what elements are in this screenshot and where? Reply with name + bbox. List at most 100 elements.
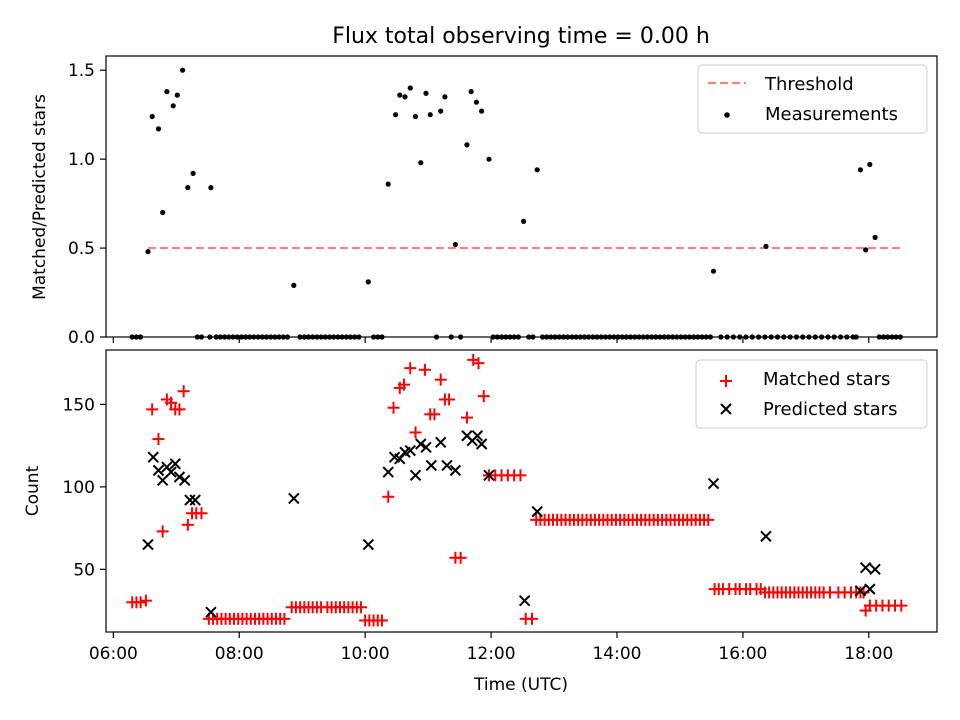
matched-star-point [409,426,422,439]
matched-star-point [397,378,410,391]
measurement-point [365,279,371,285]
matched-star-point [177,385,190,398]
measurement-point [534,167,540,173]
predicted-star-point [518,594,531,607]
x-axis-label: Time (UTC) [473,675,568,695]
matched-star-point [278,612,291,625]
matched-star-point [146,403,159,416]
predicted-star-x-b [475,438,488,450]
predicted-star-x-b [864,583,876,595]
measurement-point [438,108,444,114]
predicted-stars-legend-label: Predicted stars [763,399,897,420]
measurement-point [867,161,873,168]
x-tick-label: 16:00 [718,644,767,664]
predicted-star-x-b [165,466,177,478]
predicted-star-point [475,438,488,450]
measurements-legend-label: Measurements [765,104,898,125]
predicted-star-point [483,469,495,482]
predicted-star-x-b [184,494,196,506]
matched-star-point [443,393,456,406]
predicted-star-point [147,451,159,463]
matched-star-point [472,357,485,370]
predicted-star-x-b [471,430,484,442]
measurement-point [160,209,166,216]
predicted-star-point [165,466,177,478]
predicted-star-point [142,538,154,551]
measurement-point [412,113,419,120]
matched-star-point [387,401,400,414]
x-tick-label: 14:00 [592,644,641,664]
measurement-point [452,241,458,248]
measurement-point [479,108,485,114]
predicted-star-x-b [388,451,401,463]
bottom-plot-frame [105,349,938,633]
predicted-star-x-b [142,538,154,551]
measurement-point [393,112,399,118]
predicted-star-x-b [189,494,201,506]
predicted-star-point [707,477,720,490]
predicted-stars-legend-icon [720,403,732,415]
predicted-star-point [441,459,453,472]
matched-star-point [477,390,490,403]
predicted-star-x-b [707,477,720,490]
predicted-star-x-b [288,492,300,505]
measurement-point [149,113,155,120]
matched-star-point [195,507,208,520]
measurement-point [385,181,391,187]
bottom-y-ticks: 50 100 150 [63,395,106,580]
matched-stars-legend-icon [720,375,732,387]
predicted-star-x-b [178,474,191,486]
matched-star-point [134,596,147,609]
x-tick-label: 06:00 [89,644,138,664]
matched-star-point [156,525,169,538]
predicted-star-point [471,430,484,442]
predicted-star-point [859,561,872,574]
predicted-star-point [169,458,181,470]
predicted-star-x-b [531,505,543,518]
bottom-y-tick-label: 150 [63,395,95,415]
matched-star-point [418,363,431,376]
matched-star-point [181,518,194,531]
predicted-star-x-b [425,459,437,472]
matched-star-point [702,513,715,526]
predicted-star-point [854,585,867,597]
predicted-star-point [409,469,422,482]
measurement-point [174,92,180,98]
predicted-star-x-b [152,464,165,477]
matched-star-point [434,373,447,386]
predicted-stars-points [142,430,881,618]
top-legend: Threshold Measurements [697,64,928,134]
predicted-star-point [869,563,881,576]
matched-star-point [514,469,527,482]
bottom-legend-box [695,359,928,429]
measurement-point [473,99,479,105]
measurement-point [145,249,151,255]
matched-star-point [525,612,538,625]
matched-star-point [173,403,186,416]
measurement-point [155,126,162,132]
predicted-star-point [404,444,416,457]
predicted-star-point [760,530,772,543]
top-x-ticks [112,337,870,343]
threshold-legend-label: Threshold [764,74,854,95]
measurement-point [464,142,470,148]
measurement-point [521,218,527,224]
predicted-star-point [152,464,165,477]
predicted-star-point [382,466,394,478]
bottom-x-ticks: 06:00 08:00 10:00 12:00 14:00 16:00 18:00 [89,632,893,664]
measurement-point [291,282,297,288]
measurements-legend-icon [724,112,730,118]
predicted-star-x-b [441,459,453,472]
predicted-star-point [362,538,375,551]
bottom-y-axis-label: Count [23,465,43,516]
predicted-star-point [205,606,217,618]
predicted-star-x-b [409,469,422,482]
predicted-star-point [184,494,196,506]
chart-title: Flux total observing time = 0.00 h [332,24,710,49]
measurement-point [164,89,170,95]
predicted-star-x-b [760,530,772,543]
predicted-star-x-b [404,444,416,457]
predicted-star-point [435,436,447,449]
measurement-point [397,92,403,98]
